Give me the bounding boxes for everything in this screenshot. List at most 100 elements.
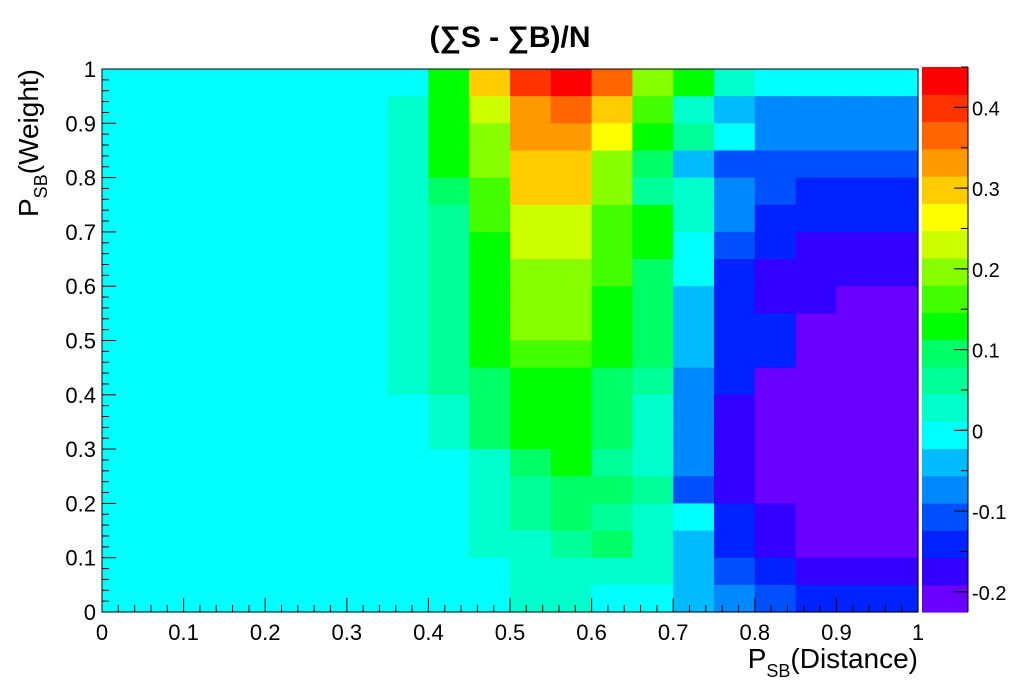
heatmap-cell: [877, 204, 919, 233]
heatmap-cell: [591, 96, 633, 124]
heatmap-cell: [183, 204, 225, 233]
heatmap-cell: [469, 449, 511, 477]
heatmap-cell: [836, 503, 878, 532]
heatmap-cell: [754, 530, 797, 559]
heatmap-cell: [673, 204, 715, 233]
x-tick-label: 0.6: [576, 620, 607, 645]
heatmap-cell: [387, 177, 429, 206]
heatmap-cell: [877, 69, 919, 97]
heatmap-cell: [306, 449, 348, 477]
x-tick-label: 0.3: [332, 620, 363, 645]
color-scale-swatch: [922, 230, 968, 259]
heatmap-cell: [387, 286, 429, 314]
color-scale-swatch: [922, 584, 968, 613]
color-scale-swatch: [922, 203, 968, 232]
heatmap-cell: [591, 530, 633, 559]
heatmap-cell: [673, 96, 715, 124]
heatmap-cell: [714, 367, 756, 396]
heatmap-cell: [550, 231, 593, 260]
heatmap-cell: [714, 340, 756, 369]
heatmap-cell: [591, 177, 633, 206]
heatmap-cell: [387, 367, 429, 396]
heatmap-cell: [265, 69, 307, 97]
heatmap-cell: [183, 150, 225, 179]
heatmap-cell: [387, 530, 429, 559]
y-tick-label: 0.1: [65, 546, 96, 571]
color-scale-swatch: [922, 366, 968, 395]
heatmap-cell: [224, 449, 266, 477]
heatmap-cell: [346, 177, 389, 206]
heatmap-cell: [142, 557, 185, 586]
heatmap-cell: [224, 259, 266, 287]
color-scale-swatch: [922, 312, 968, 341]
heatmap-cell: [550, 340, 593, 369]
heatmap-cell: [306, 340, 348, 369]
heatmap-cell: [224, 476, 266, 504]
heatmap-cell: [387, 231, 429, 260]
heatmap-cell: [224, 503, 266, 532]
heatmap-cell: [428, 96, 470, 124]
color-scale-swatch: [922, 339, 968, 368]
heatmap-cell: [877, 476, 919, 504]
color-scale-swatch: [922, 557, 968, 586]
heatmap-cell: [714, 96, 756, 124]
color-scale-swatch: [922, 394, 968, 422]
heatmap-cell: [469, 123, 511, 152]
heatmap-cell: [714, 69, 756, 97]
heatmap-cell: [428, 204, 470, 233]
heatmap-cell: [265, 394, 307, 423]
heatmap-cell: [183, 259, 225, 287]
heatmap-cell: [632, 557, 674, 586]
heatmap-cell: [428, 367, 470, 396]
heatmap-cell: [550, 449, 593, 477]
heatmap-cell: [673, 177, 715, 206]
heatmap-cell: [754, 367, 797, 396]
heatmap-cell: [836, 150, 878, 179]
heatmap-cell: [183, 421, 225, 450]
heatmap-cell: [142, 449, 185, 477]
heatmap-cell: [795, 150, 837, 179]
heatmap-cell: [265, 421, 307, 450]
heatmap-cell: [877, 177, 919, 206]
heatmap-cell: [754, 449, 797, 477]
heatmap-cell: [265, 150, 307, 179]
heatmap-cell: [469, 394, 511, 423]
heatmap-cell: [142, 530, 185, 559]
heatmap-cell: [306, 177, 348, 206]
heatmap-cell: [265, 503, 307, 532]
heatmap-cell: [428, 421, 470, 450]
heatmap-cell: [183, 123, 225, 152]
heatmap-cell: [306, 150, 348, 179]
heatmap-cell: [428, 123, 470, 152]
heatmap-cell: [754, 231, 797, 260]
heatmap-cell: [510, 259, 552, 287]
heatmap-cell: [428, 231, 470, 260]
heatmap-cell: [877, 449, 919, 477]
heatmap-cell: [550, 584, 593, 613]
heatmap-cell: [265, 530, 307, 559]
heatmap-cell: [877, 394, 919, 423]
heatmap-cell: [428, 259, 470, 287]
heatmap-cell: [183, 530, 225, 559]
heatmap-cell: [836, 259, 878, 287]
heatmap-cell: [632, 286, 674, 314]
heatmap-cell: [714, 476, 756, 504]
heatmap-cell: [102, 286, 144, 314]
heatmap-cell: [387, 394, 429, 423]
heatmap-cell: [510, 394, 552, 423]
heatmap-cell: [306, 503, 348, 532]
heatmap-cell: [346, 313, 389, 342]
heatmap-cell: [102, 177, 144, 206]
heatmap-cell: [632, 530, 674, 559]
heatmap-cell: [346, 96, 389, 124]
heatmap-cell: [673, 123, 715, 152]
heatmap-cell: [183, 286, 225, 314]
heatmap-cell: [795, 503, 837, 532]
heatmap-cell: [346, 150, 389, 179]
color-scale-swatch: [922, 67, 968, 95]
x-axis-title: PSB(Distance): [748, 643, 918, 681]
heatmap-cell: [142, 340, 185, 369]
heatmap-cell: [795, 394, 837, 423]
color-scale-label: 0.2: [972, 260, 1000, 282]
y-tick-label: 0.8: [65, 166, 96, 191]
